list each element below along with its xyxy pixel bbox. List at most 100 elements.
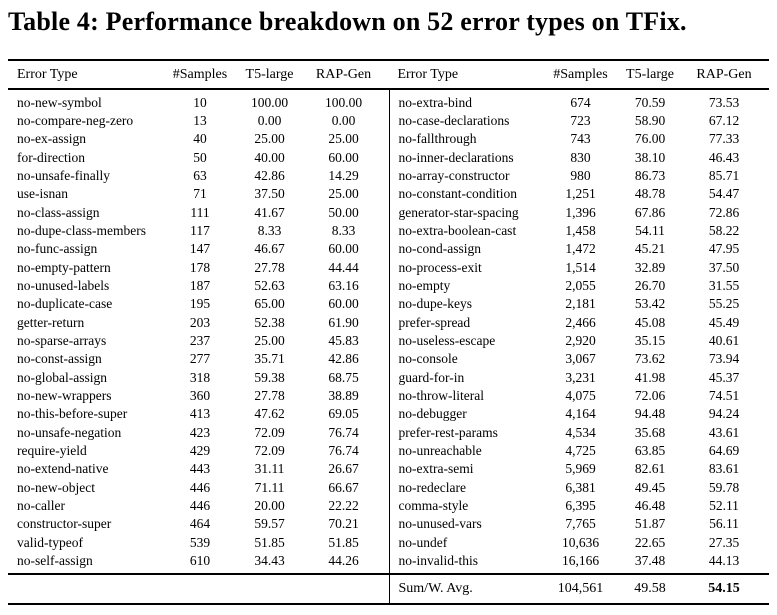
cell-rap-gen: 25.00 [328,131,359,147]
cell-samples: 237 [189,332,211,348]
cell-error-type: prefer-spread [398,314,471,330]
table-row: no-compare-neg-zero 13 0.00 0.00 [17,112,383,130]
cell-samples: 3,231 [565,369,596,385]
cell-t5-large: 86.73 [634,167,666,183]
cell-rap-gen: 94.24 [708,406,740,422]
table-row: no-empty 2,055 26.70 31.55 [399,277,764,295]
cell-samples: 3,067 [565,351,596,367]
column-header-rap-gen: RAP-Gen [696,66,752,82]
cell-error-type: no-empty-pattern [17,259,111,275]
table-row: no-cond-assign 1,472 45.21 47.95 [399,240,764,258]
cell-rap-gen: 60.00 [328,241,359,257]
cell-samples: 443 [189,461,211,477]
table-row: no-useless-escape 2,920 35.15 40.61 [399,332,764,350]
cell-rap-gen: 67.12 [708,112,740,128]
cell-t5-large: 26.70 [634,277,666,293]
cell-error-type: no-caller [17,498,65,514]
table-row: no-case-declarations 723 58.90 67.12 [399,112,764,130]
table-row: no-new-symbol 10 100.00 100.00 [17,94,383,112]
cell-t5-large: 72.06 [634,388,666,403]
summary-row: Sum/W. Avg. 104,561 49.58 54.15 [399,580,764,597]
table-row: comma-style 6,395 46.48 52.11 [399,497,764,515]
cell-t5-large: 41.98 [634,369,666,385]
cell-error-type: no-console [398,351,458,367]
cell-error-type: generator-star-spacing [398,204,519,220]
table-row: no-unused-vars 7,765 51.87 56.11 [399,515,764,533]
cell-samples: 723 [570,112,591,128]
cell-samples: 610 [189,553,211,569]
cell-t5-large: 45.21 [634,241,666,257]
cell-error-type: use-isnan [17,186,68,202]
cell-error-type: no-new-object [17,479,95,495]
cell-error-type: guard-for-in [398,369,465,385]
cell-samples: 40 [193,131,207,147]
cell-rap-gen: 77.33 [708,131,740,147]
cell-error-type: no-constant-condition [398,186,517,202]
cell-rap-gen: 70.21 [328,516,359,532]
cell-error-type: comma-style [398,498,469,514]
table-row: for-direction 50 40.00 60.00 [17,149,383,167]
cell-rap-gen: 27.35 [708,534,740,550]
cell-rap-gen: 54.47 [708,186,740,202]
table-row: no-redeclare 6,381 49.45 59.78 [399,479,764,497]
cell-rap-gen: 38.89 [328,388,359,403]
table-row: use-isnan 71 37.50 25.00 [17,185,383,203]
cell-error-type: getter-return [17,314,85,330]
table-row: no-console 3,067 73.62 73.94 [399,350,764,368]
cell-t5-large: 46.67 [254,241,285,257]
cell-error-type: no-unused-labels [17,277,110,293]
cell-t5-large: 59.57 [254,516,285,532]
cell-error-type: no-sparse-arrays [17,332,107,348]
column-header-rap-gen: RAP-Gen [315,66,372,82]
cell-error-type: no-empty [398,277,451,293]
cell-rap-gen: 37.50 [708,259,740,275]
table-body: no-new-symbol 10 100.00 100.00 no-compare-ne… [8,89,769,574]
table-row: no-ex-assign 40 25.00 25.00 [17,130,383,148]
cell-error-type: no-fallthrough [398,131,477,147]
cell-t5-large: 49.45 [634,479,666,495]
table-row: no-extra-bind 674 70.59 73.53 [399,94,764,112]
cell-t5-large: 20.00 [254,498,285,514]
cell-samples: 980 [570,167,591,183]
cell-rap-gen: 58.22 [708,222,740,238]
cell-rap-gen: 0.00 [331,112,356,128]
table-row: no-caller 446 20.00 22.22 [17,497,383,515]
table-row: getter-return 203 52.38 61.90 [17,314,383,332]
cell-error-type: no-undef [398,534,448,550]
cell-t5-large: 27.78 [254,388,285,403]
cell-t5-large: 54.11 [635,222,665,238]
column-header-error-type: Error Type [397,66,459,82]
cell-samples: 2,466 [565,314,596,330]
table-row: no-invalid-this 16,166 37.48 44.13 [399,552,764,570]
cell-t5-large: 8.33 [257,222,282,238]
summary-samples: 104,561 [557,581,604,597]
cell-t5-large: 34.43 [254,553,285,569]
cell-samples: 423 [189,424,211,440]
cell-rap-gen: 43.61 [708,424,740,440]
cell-samples: 1,396 [565,204,596,220]
cell-samples: 5,969 [565,461,596,477]
cell-rap-gen: 72.86 [708,204,740,220]
table-row: no-process-exit 1,514 32.89 37.50 [399,259,764,277]
cell-t5-large: 48.78 [634,186,666,202]
cell-error-type: require-yield [17,443,87,459]
cell-t5-large: 22.65 [634,534,666,550]
cell-rap-gen: 44.44 [328,259,359,275]
cell-error-type: no-dupe-keys [398,296,472,312]
cell-error-type: valid-typeof [17,534,83,550]
cell-error-type: no-process-exit [398,259,482,275]
table-caption: Table 4: Performance breakdown on 52 err… [8,7,687,36]
table-row: no-this-before-super 413 47.62 69.05 [17,405,383,423]
cell-t5-large: 58.90 [634,112,666,128]
cell-rap-gen: 69.05 [328,406,359,422]
footer-right: Sum/W. Avg. 104,561 49.58 54.15 [388,575,770,604]
cell-rap-gen: 26.67 [328,461,359,477]
table-row: no-unsafe-negation 423 72.09 76.74 [17,424,383,442]
cell-error-type: no-extra-bind [398,94,472,110]
cell-error-type: no-array-constructor [398,167,510,183]
table-row: no-extra-semi 5,969 82.61 83.61 [399,460,764,478]
cell-rap-gen: 46.43 [708,149,740,165]
table-row: no-extend-native 443 31.11 26.67 [17,460,383,478]
cell-t5-large: 46.48 [634,498,666,514]
table-row: no-sparse-arrays 237 25.00 45.83 [17,332,383,350]
